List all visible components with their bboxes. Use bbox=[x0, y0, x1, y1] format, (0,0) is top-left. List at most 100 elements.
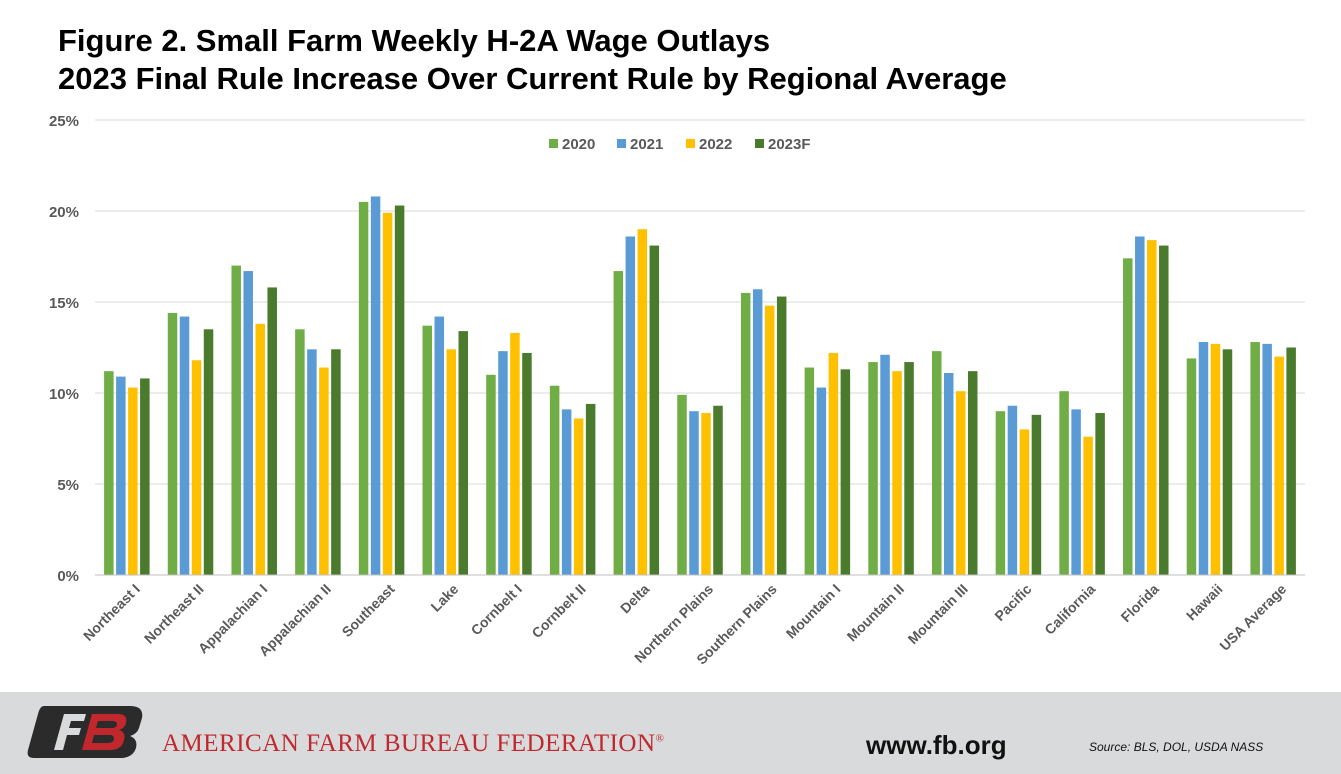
bar-2022 bbox=[828, 352, 839, 575]
x-tick-label: Hawaii bbox=[1183, 581, 1226, 624]
legend-label-2022: 2022 bbox=[699, 136, 732, 153]
bar-2021 bbox=[752, 289, 763, 575]
x-tick-label: Florida bbox=[1118, 581, 1162, 625]
bar-2021 bbox=[689, 411, 699, 575]
bar-2021 bbox=[561, 409, 572, 575]
organization-name-text: AMERICAN FARM BUREAU FEDERATION bbox=[162, 730, 656, 757]
bar-2021 bbox=[116, 376, 126, 575]
bar-2020 bbox=[613, 271, 624, 575]
x-tick-label: Northeast I bbox=[80, 581, 143, 644]
bar-2020 bbox=[295, 329, 305, 575]
bar-2023F bbox=[331, 349, 341, 575]
y-tick-label: 20% bbox=[49, 204, 79, 221]
bar-2022 bbox=[446, 349, 457, 575]
y-tick-label: 0% bbox=[57, 568, 79, 585]
bars bbox=[104, 196, 1296, 576]
legend-swatch-2020 bbox=[549, 139, 558, 148]
bar-2020 bbox=[104, 371, 114, 575]
x-tick-label: USA Average bbox=[1216, 581, 1289, 654]
bar-2021 bbox=[498, 351, 508, 575]
bar-2021 bbox=[1198, 342, 1209, 575]
legend-swatch-2023F bbox=[755, 139, 764, 148]
chart-title: Figure 2. Small Farm Weekly H-2A Wage Ou… bbox=[58, 22, 1007, 98]
bar-2022 bbox=[255, 323, 265, 575]
legend: 2020 2021 2022 2023F bbox=[549, 136, 811, 153]
bar-2020 bbox=[1059, 391, 1069, 575]
bar-2022 bbox=[510, 332, 520, 575]
x-tick-label: Cornbelt II bbox=[528, 581, 588, 641]
title-line-1: Figure 2. Small Farm Weekly H-2A Wage Ou… bbox=[58, 23, 771, 58]
bar-2021 bbox=[370, 196, 381, 575]
bar-2020 bbox=[486, 374, 496, 575]
bar-2023F bbox=[203, 329, 214, 575]
bar-2022 bbox=[1083, 436, 1093, 575]
legend-label-2020: 2020 bbox=[562, 136, 595, 153]
bar-2020 bbox=[1186, 358, 1197, 575]
y-tick-label: 10% bbox=[49, 386, 79, 403]
bar-2022 bbox=[764, 305, 775, 575]
source-note: Source: BLS, DOL, USDA NASS bbox=[1089, 740, 1264, 754]
bar-2020 bbox=[549, 385, 560, 575]
legend-label-2021: 2021 bbox=[630, 136, 663, 153]
x-tick-label: Pacific bbox=[991, 581, 1034, 624]
footer-banner: AMERICAN FARM BUREAU FEDERATION® www.fb.… bbox=[0, 692, 1341, 774]
x-tick-label: Cornbelt I bbox=[468, 581, 526, 639]
bar-2022 bbox=[382, 212, 393, 575]
bar-2023F bbox=[458, 331, 469, 575]
registered-mark: ® bbox=[655, 732, 665, 745]
bar-2022 bbox=[573, 418, 584, 575]
bar-2020 bbox=[804, 367, 815, 575]
y-tick-label: 25% bbox=[49, 113, 79, 130]
bar-2020 bbox=[995, 411, 1006, 575]
legend-label-2023F: 2023F bbox=[768, 136, 811, 153]
x-tick-label: Lake bbox=[427, 581, 461, 615]
bar-2020 bbox=[1250, 342, 1260, 575]
bar-2023F bbox=[1222, 349, 1233, 575]
bar-2020 bbox=[167, 312, 178, 575]
bar-2021 bbox=[1135, 236, 1145, 576]
bar-2022 bbox=[1210, 343, 1221, 575]
x-tick-label: Mountain II bbox=[844, 581, 908, 645]
bar-2023F bbox=[1159, 245, 1169, 575]
bar-2021 bbox=[434, 316, 445, 575]
afbf-fb-logo-icon bbox=[27, 706, 143, 758]
x-tick-label: California bbox=[1041, 581, 1098, 638]
bar-2020 bbox=[231, 265, 241, 575]
organization-name: AMERICAN FARM BUREAU FEDERATION® bbox=[162, 730, 664, 758]
x-tick-label: Southeast bbox=[339, 581, 398, 640]
bar-2023F bbox=[140, 378, 150, 575]
bar-2023F bbox=[394, 205, 405, 576]
bar-2021 bbox=[179, 316, 190, 575]
bar-2023F bbox=[713, 405, 723, 575]
bar-2020 bbox=[358, 201, 369, 575]
bar-2021 bbox=[816, 387, 827, 575]
bar-2020 bbox=[1123, 258, 1133, 575]
bar-2021 bbox=[1007, 405, 1018, 575]
bar-2022 bbox=[1274, 356, 1284, 575]
bar-2021 bbox=[880, 354, 890, 575]
x-tick-label: Northeast II bbox=[141, 581, 207, 647]
bar-2020 bbox=[677, 394, 687, 575]
bar-2022 bbox=[892, 371, 902, 575]
bar-2022 bbox=[319, 367, 329, 575]
bar-2022 bbox=[191, 360, 202, 575]
bar-2023F bbox=[267, 287, 277, 575]
x-tick-label: Delta bbox=[617, 581, 653, 617]
bar-2022 bbox=[128, 387, 138, 575]
bar-2023F bbox=[776, 296, 787, 575]
bar-2020 bbox=[740, 292, 751, 575]
bar-2020 bbox=[931, 351, 942, 575]
website-link[interactable]: www.fb.org bbox=[866, 730, 1007, 760]
bar-2023F bbox=[967, 371, 978, 575]
bar-2021 bbox=[943, 372, 954, 575]
bar-2022 bbox=[955, 391, 966, 575]
y-axis-tick-labels: 0% 5% 10% 15% 20% 25% bbox=[49, 113, 79, 585]
bar-2022 bbox=[701, 413, 711, 575]
bar-2023F bbox=[1286, 347, 1296, 575]
bar-2023F bbox=[1031, 414, 1042, 575]
y-tick-label: 15% bbox=[49, 295, 79, 312]
x-tick-label: Mountain III bbox=[905, 581, 971, 647]
bar-2023F bbox=[1095, 413, 1105, 575]
bar-2023F bbox=[904, 362, 914, 575]
